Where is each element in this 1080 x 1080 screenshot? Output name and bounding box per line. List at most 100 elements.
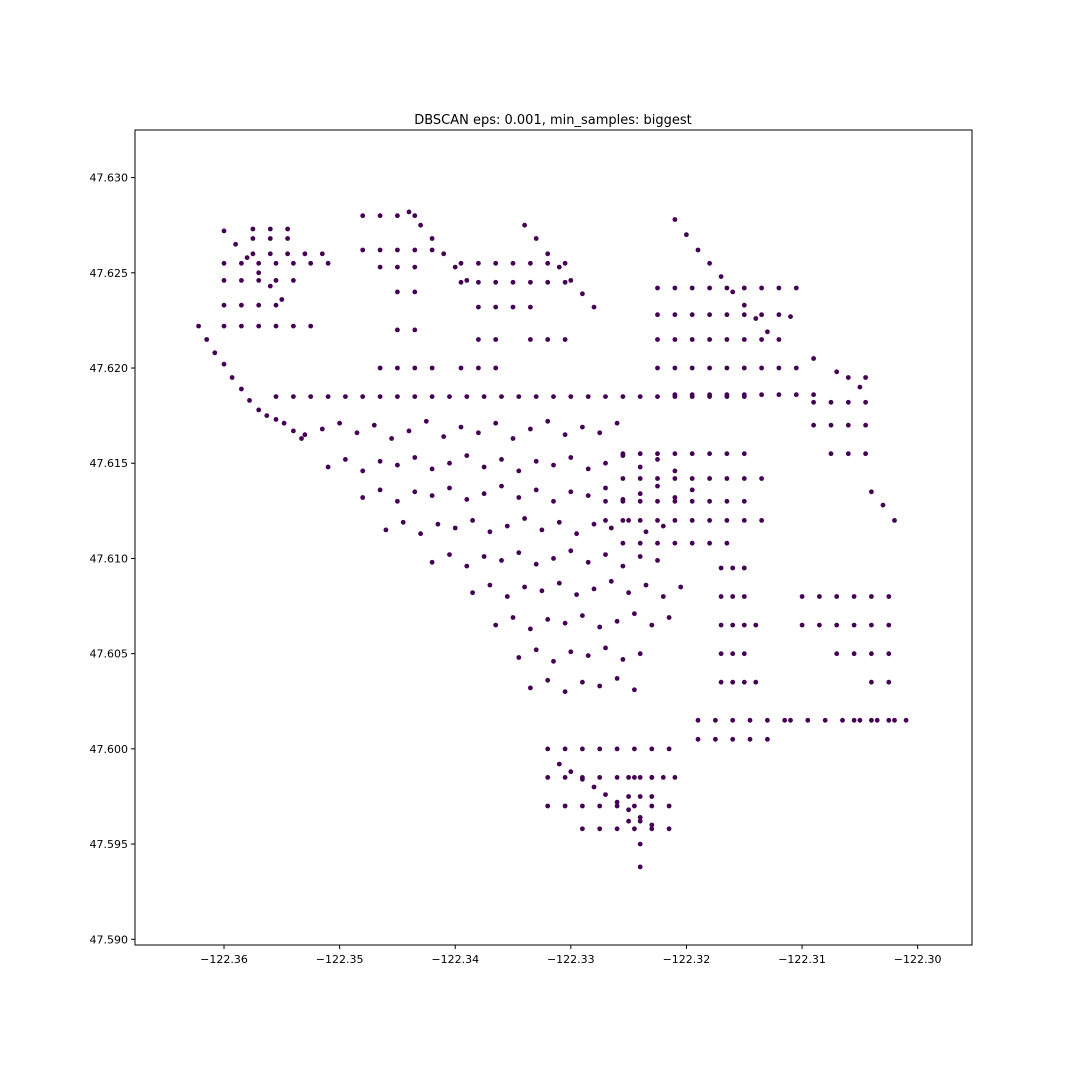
- scatter-point: [655, 558, 660, 563]
- scatter-point: [886, 651, 892, 657]
- scatter-point: [418, 222, 423, 228]
- scatter-point: [412, 289, 418, 295]
- scatter-point: [707, 260, 712, 266]
- chart-title: DBSCAN eps: 0.001, min_samples: biggest: [414, 113, 692, 128]
- scatter-point: [325, 394, 331, 399]
- scatter-point: [620, 563, 626, 569]
- scatter-point: [229, 375, 235, 380]
- scatter-point: [637, 775, 643, 780]
- scatter-point: [718, 679, 724, 685]
- scatter-point: [869, 489, 874, 495]
- scatter-point: [343, 394, 348, 399]
- scatter-point: [493, 279, 499, 285]
- scatter-point: [822, 717, 828, 723]
- scatter-point: [649, 822, 655, 828]
- scatter-point: [510, 304, 516, 310]
- scatter-point: [834, 651, 840, 657]
- scatter-point: [672, 498, 678, 504]
- x-tick-label: −122.35: [316, 953, 364, 966]
- scatter-point: [591, 521, 597, 527]
- scatter-point: [666, 746, 672, 752]
- scatter-point: [285, 236, 290, 241]
- x-tick-label: −122.36: [200, 953, 248, 966]
- scatter-point: [556, 580, 562, 586]
- scatter-point: [689, 487, 695, 493]
- scatter-point: [395, 462, 400, 468]
- scatter-point: [713, 736, 718, 742]
- scatter-point: [637, 651, 643, 657]
- scatter-point: [608, 578, 614, 584]
- scatter-point: [244, 255, 250, 260]
- scatter-point: [476, 260, 481, 266]
- scatter-point: [239, 260, 244, 266]
- scatter-point: [412, 213, 418, 219]
- scatter-point: [672, 518, 678, 523]
- scatter-point: [724, 518, 730, 523]
- scatter-point: [614, 803, 620, 809]
- scatter-point: [666, 803, 672, 809]
- scatter-point: [724, 498, 730, 504]
- scatter-point: [655, 394, 660, 399]
- scatter-point: [447, 485, 452, 491]
- scatter-point: [799, 594, 805, 599]
- scatter-point: [551, 498, 556, 504]
- scatter-point: [828, 451, 834, 457]
- y-tick-label: 47.620: [90, 362, 129, 375]
- scatter-point: [476, 430, 481, 436]
- scatter-point: [637, 864, 643, 870]
- scatter-point: [233, 241, 239, 247]
- scatter-point: [857, 717, 863, 723]
- x-tick-label: −122.32: [663, 953, 711, 966]
- scatter-point: [730, 289, 736, 295]
- scatter-point: [637, 498, 643, 504]
- scatter-point: [308, 323, 314, 329]
- scatter-point: [620, 498, 626, 504]
- scatter-point: [741, 392, 747, 398]
- scatter-point: [672, 217, 678, 222]
- scatter-point: [429, 365, 435, 371]
- scatter-point: [291, 278, 296, 283]
- scatter-point: [632, 775, 637, 780]
- scatter-point: [476, 337, 481, 342]
- scatter-point: [580, 424, 585, 430]
- scatter-point: [620, 394, 626, 399]
- scatter-point: [447, 460, 452, 466]
- scatter-point: [840, 717, 845, 723]
- scatter-point: [499, 483, 504, 489]
- scatter-point: [637, 394, 643, 399]
- scatter-point: [412, 394, 418, 399]
- scatter-point: [741, 622, 747, 628]
- scatter-point: [620, 540, 626, 546]
- scatter-point: [649, 775, 655, 780]
- scatter-point: [568, 769, 574, 775]
- scatter-point: [406, 209, 412, 215]
- scatter-point: [626, 518, 631, 523]
- scatter-point: [591, 586, 597, 592]
- scatter-point: [556, 761, 562, 767]
- scatter-point: [256, 323, 262, 329]
- scatter-point: [221, 278, 227, 283]
- scatter-point: [562, 260, 568, 266]
- scatter-point: [250, 236, 256, 241]
- scatter-point: [776, 365, 782, 371]
- scatter-point: [551, 394, 556, 399]
- scatter-point: [672, 476, 678, 481]
- scatter-point: [291, 260, 296, 266]
- scatter-point: [585, 394, 591, 399]
- scatter-point: [481, 491, 487, 497]
- scatter-point: [325, 260, 331, 266]
- scatter-point: [903, 717, 909, 723]
- scatter-point: [319, 426, 325, 432]
- scatter-point: [429, 493, 435, 498]
- scatter-point: [239, 386, 244, 392]
- scatter-point: [799, 622, 805, 628]
- scatter-point: [395, 498, 400, 504]
- scatter-point: [291, 323, 296, 329]
- scatter-point: [707, 518, 712, 523]
- scatter-point: [632, 687, 637, 693]
- scatter-point: [412, 365, 418, 371]
- scatter-point: [285, 251, 290, 257]
- scatter-point: [383, 527, 389, 533]
- scatter-point: [724, 451, 730, 457]
- scatter-point: [273, 302, 279, 308]
